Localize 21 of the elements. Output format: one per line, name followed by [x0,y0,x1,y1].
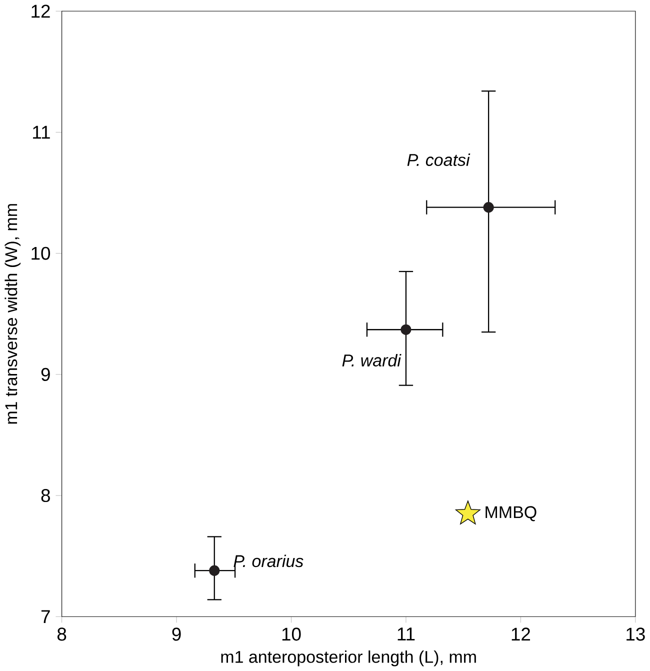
x-tick-label: 12 [512,628,530,641]
y-axis-title: m1 transverse width (W), mm [4,204,20,424]
point [483,202,494,213]
x-tick-label: 10 [282,628,301,641]
x-tick-label: 11 [398,628,414,640]
x-axis-title: m1 anteroposterior length (L), mm [221,650,476,666]
series-label: MMBQ [485,506,536,522]
point [455,500,480,524]
y-tick-label: 9 [41,368,50,381]
annotation: P. coatsi [407,154,470,166]
y-tick-label: 11 [32,126,50,139]
x-tick-label: 9 [172,628,181,641]
y-tick-label: 12 [31,4,50,18]
x-tick-label: 13 [626,628,645,641]
point [208,565,220,576]
y-tick-label: 7 [41,610,50,623]
y-tick-label: 10 [31,246,50,260]
y-tick-label: 8 [41,489,50,502]
x-tick-label: 8 [57,628,66,641]
point [400,324,412,335]
annotation: P. wardi [342,354,402,366]
